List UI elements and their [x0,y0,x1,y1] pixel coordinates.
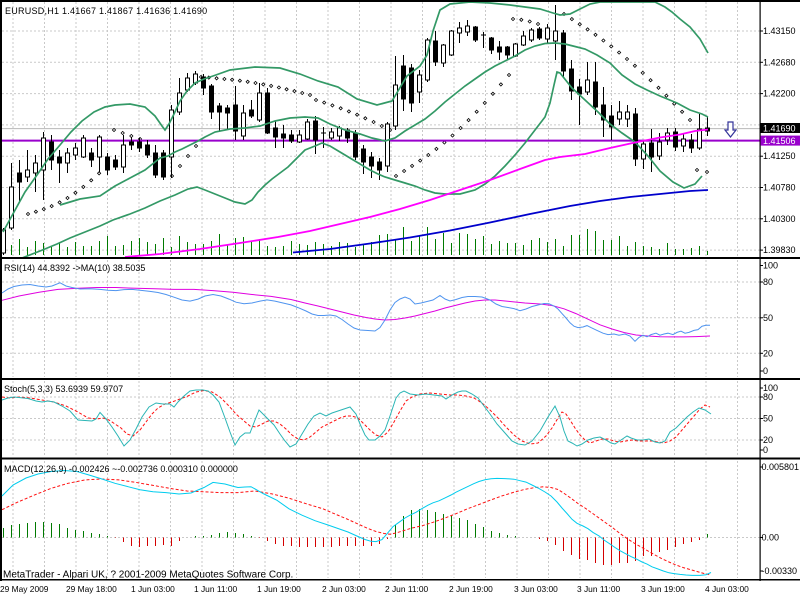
svg-text:100: 100 [763,261,778,271]
svg-text:3 Jun 03:00: 3 Jun 03:00 [514,584,558,594]
svg-text:1 Jun 19:00: 1 Jun 19:00 [257,584,301,594]
svg-text:0: 0 [763,366,768,376]
svg-text:1.42200: 1.42200 [763,89,796,99]
svg-text:2 Jun 03:00: 2 Jun 03:00 [322,584,366,594]
svg-text:29 May 2009: 29 May 2009 [0,584,49,594]
svg-text:MACD(12,26,9) -0.002426 ~-0.00: MACD(12,26,9) -0.002426 ~-0.002736 0.000… [4,464,238,474]
svg-text:MetaTrader - Alpari UK, ? 2001: MetaTrader - Alpari UK, ? 2001-2009 Meta… [3,570,293,581]
svg-text:1.43150: 1.43150 [763,26,796,36]
svg-text:4 Jun 03:00: 4 Jun 03:00 [705,584,749,594]
svg-text:20: 20 [763,348,773,358]
svg-text:-0.00330: -0.00330 [762,566,798,576]
svg-text:80: 80 [763,277,773,287]
svg-text:1 Jun 11:00: 1 Jun 11:00 [194,584,237,594]
svg-text:0.005801: 0.005801 [762,462,800,472]
svg-text:1.40300: 1.40300 [763,214,796,224]
svg-text:20: 20 [763,435,773,445]
svg-text:1.41690: 1.41690 [763,124,796,134]
svg-text:0: 0 [763,445,768,455]
svg-text:1.39830: 1.39830 [763,245,796,255]
svg-text:80: 80 [763,392,773,402]
svg-text:3 Jun 11:00: 3 Jun 11:00 [577,584,620,594]
svg-text:1.41250: 1.41250 [763,151,796,161]
svg-text:50: 50 [763,313,773,323]
svg-text:100: 100 [763,383,778,393]
svg-text:29 May 18:00: 29 May 18:00 [66,584,117,594]
svg-text:0.00: 0.00 [762,533,780,543]
svg-text:50: 50 [763,414,773,424]
svg-text:RSI(14) 44.8392 ->MA(10) 38.5: RSI(14) 44.8392 ->MA(10) 38.5035 [4,263,145,273]
svg-text:1.42680: 1.42680 [763,57,796,67]
svg-text:Stoch(5,3,3) 53.6939 59.9707: Stoch(5,3,3) 53.6939 59.9707 [4,384,123,394]
svg-text:3 Jun 19:00: 3 Jun 19:00 [641,584,685,594]
svg-text:1.40780: 1.40780 [763,183,796,193]
svg-text:2 Jun 11:00: 2 Jun 11:00 [385,584,428,594]
svg-text:2 Jun 19:00: 2 Jun 19:00 [449,584,493,594]
svg-text:EURUSD,H1 1.41667 1.41867 1.4: EURUSD,H1 1.41667 1.41867 1.41636 1.4169… [5,6,207,16]
svg-text:1.41506: 1.41506 [763,136,796,146]
svg-text:1 Jun 03:00: 1 Jun 03:00 [131,584,175,594]
